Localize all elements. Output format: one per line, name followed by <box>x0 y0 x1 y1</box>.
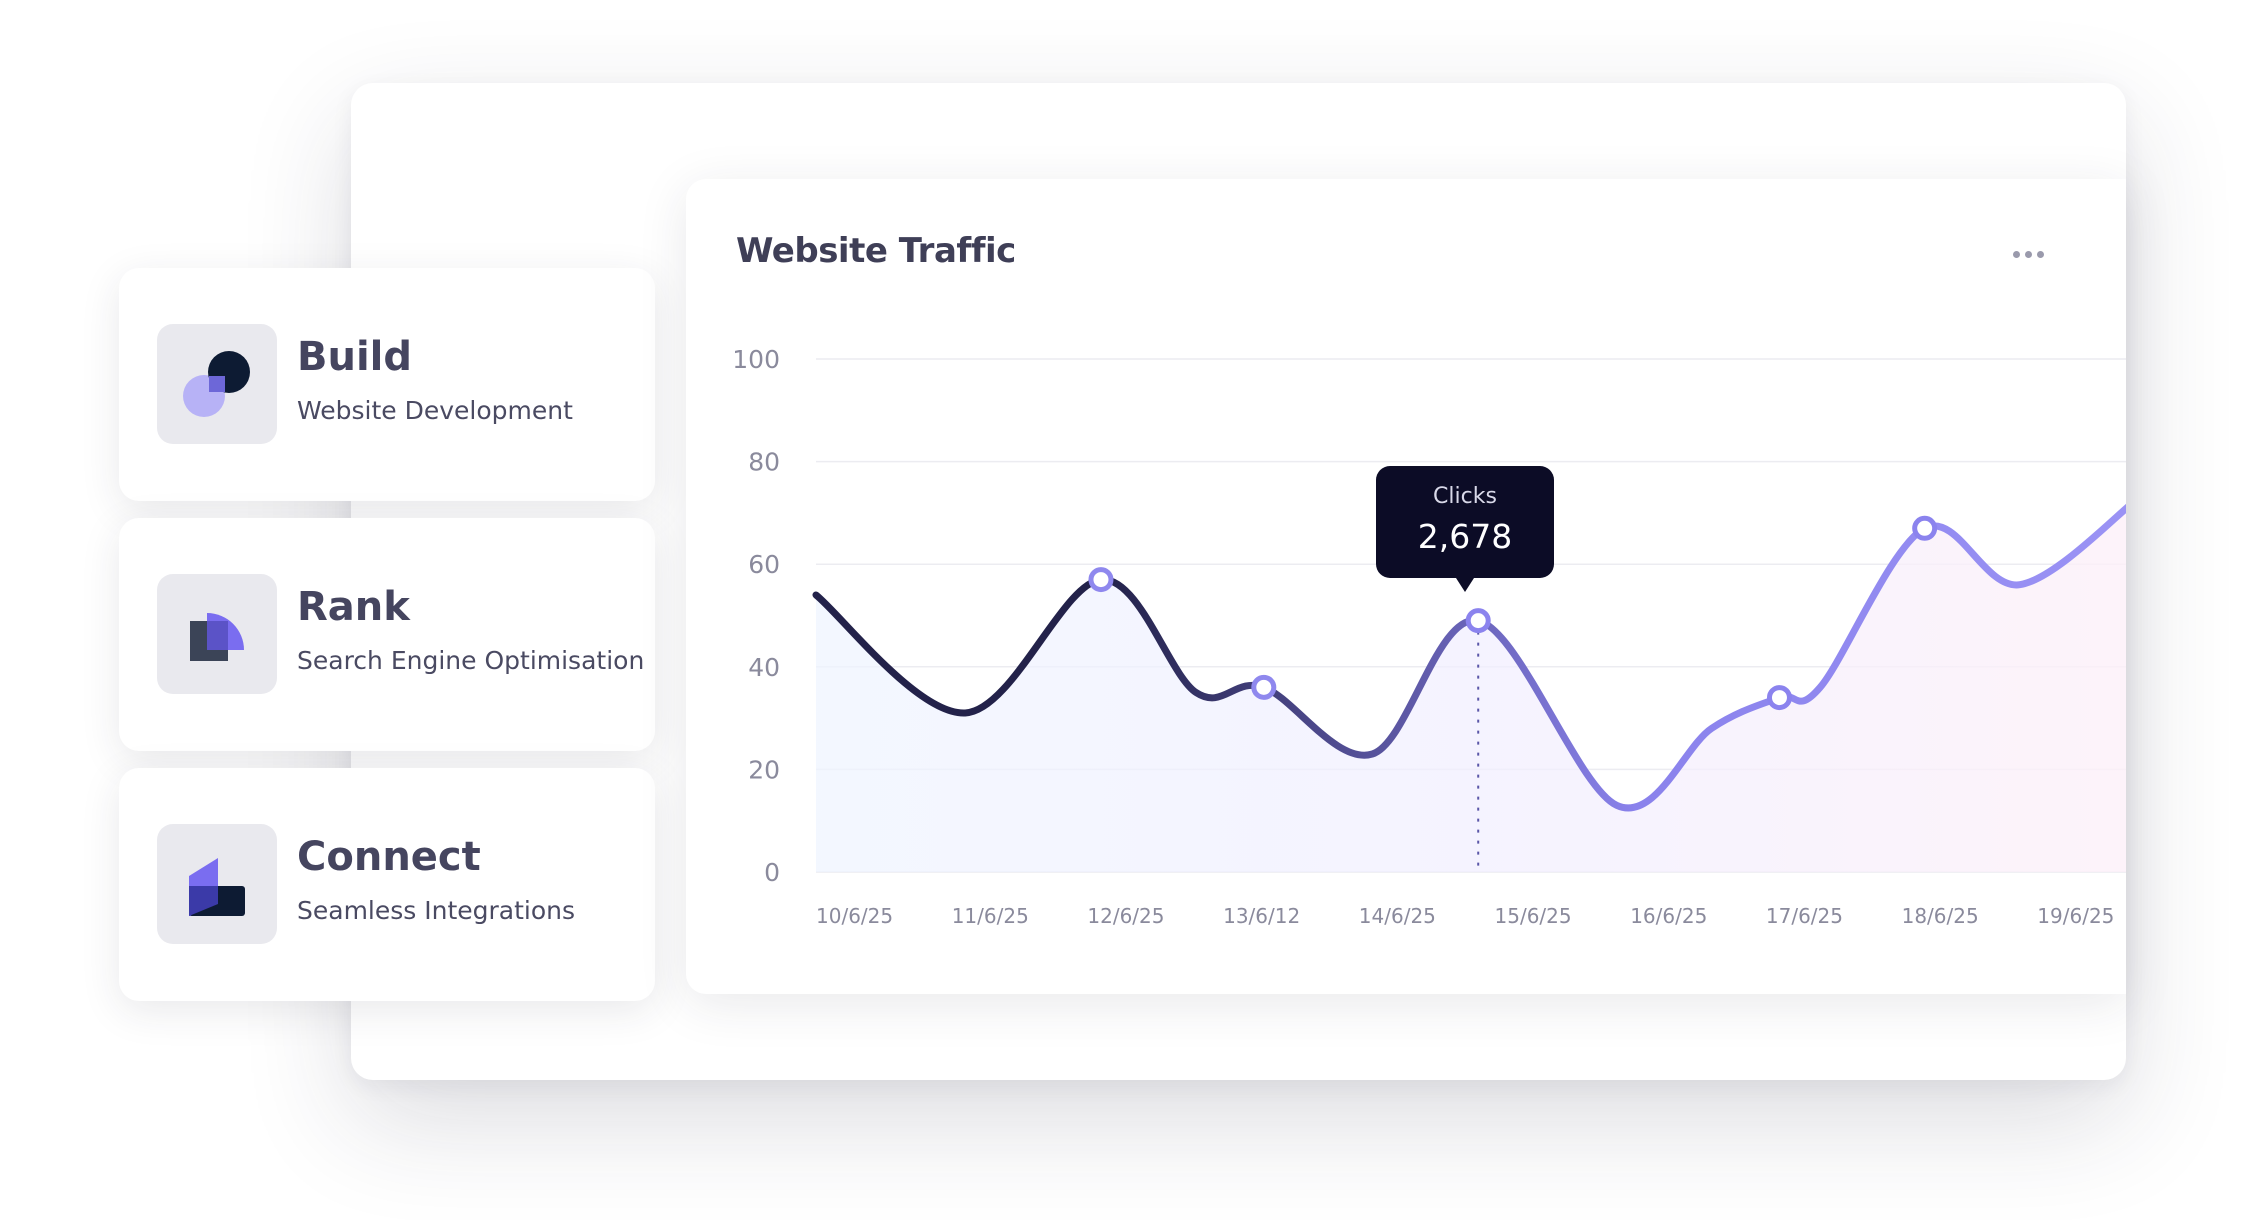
service-subtitle: Seamless Integrations <box>297 896 576 925</box>
x-tick-label: 18/6/25 <box>1902 904 1979 928</box>
x-tick-label: 16/6/25 <box>1630 904 1707 928</box>
traffic-chart: 0 20 40 60 80 100 10/6/25 11/6/25 12/6/25 13/6/12… <box>732 345 2126 928</box>
connect-icon <box>157 824 277 944</box>
data-point-marker <box>1912 515 1938 541</box>
series-area <box>816 508 2126 872</box>
data-point-marker <box>1251 674 1277 700</box>
service-subtitle: Website Development <box>297 396 573 425</box>
service-card-connect[interactable]: Connect Seamless Integrations <box>119 768 655 1001</box>
build-icon <box>157 324 277 444</box>
website-traffic-card: 0 20 40 60 80 100 10/6/25 11/6/25 12/6/25 13/6/12… <box>686 179 2126 994</box>
service-title: Rank <box>297 584 410 630</box>
service-card-build[interactable]: Build Website Development <box>119 268 655 501</box>
more-dots-icon <box>2036 250 2044 258</box>
y-tick-label: 60 <box>748 550 780 579</box>
service-title: Build <box>297 334 413 380</box>
x-tick-label: 13/6/12 <box>1223 904 1300 928</box>
y-tick-label: 40 <box>748 653 780 682</box>
tooltip-label: Clicks <box>1433 484 1497 509</box>
y-tick-label: 100 <box>732 345 780 374</box>
y-tick-label: 0 <box>764 858 780 887</box>
x-tick-label: 19/6/25 <box>2037 904 2114 928</box>
y-tick-label: 20 <box>748 755 780 784</box>
more-options-button[interactable] <box>2006 239 2050 269</box>
x-tick-label: 17/6/25 <box>1766 904 1843 928</box>
x-tick-label: 12/6/25 <box>1087 904 1164 928</box>
x-tick-label: 10/6/25 <box>816 904 893 928</box>
y-tick-label: 80 <box>748 448 780 477</box>
data-point-marker <box>1088 567 1114 593</box>
x-tick-label: 11/6/25 <box>952 904 1029 928</box>
more-dots-icon <box>2024 250 2032 258</box>
chart-tooltip: Clicks 2,678 <box>1376 466 1554 592</box>
x-tick-label: 14/6/25 <box>1359 904 1436 928</box>
chart-title: Website Traffic <box>736 231 1016 271</box>
service-card-rank[interactable]: Rank Search Engine Optimisation <box>119 518 655 751</box>
service-subtitle: Search Engine Optimisation <box>297 646 645 675</box>
rank-icon <box>157 574 277 694</box>
data-point-marker <box>1465 608 1491 634</box>
x-tick-label: 15/6/25 <box>1495 904 1572 928</box>
service-title: Connect <box>297 834 481 880</box>
tooltip-value: 2,678 <box>1417 517 1513 556</box>
more-dots-icon <box>2012 250 2020 258</box>
data-point-marker <box>1766 685 1792 711</box>
